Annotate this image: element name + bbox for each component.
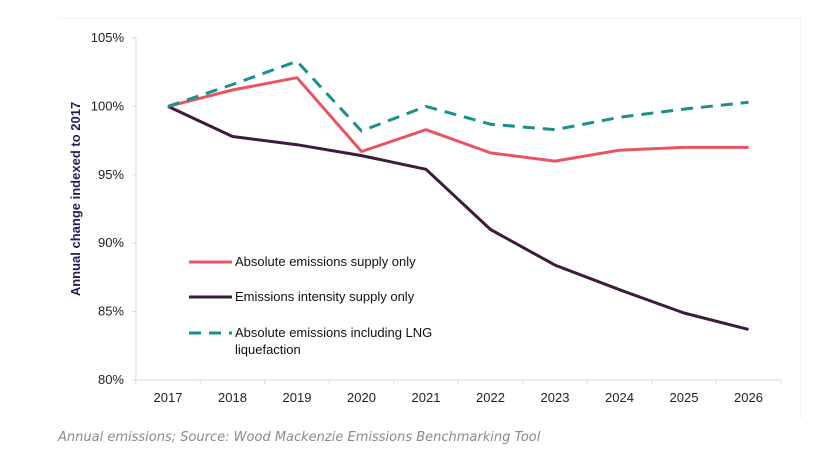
y-tick-label: 85%	[98, 304, 124, 319]
series-line-1	[167, 76, 749, 163]
y-axis-title: Annual change indexed to 2017	[68, 102, 83, 296]
x-tick-label: 2020	[347, 390, 376, 405]
chart-caption: Annual emissions; Source: Wood Mackenzie…	[58, 430, 541, 445]
y-tick-label: 90%	[98, 235, 124, 250]
x-tick-label: 2017	[154, 390, 183, 405]
x-tick-label: 2026	[734, 390, 763, 405]
x-tick-label: 2023	[541, 390, 570, 405]
x-tick-label: 2024	[605, 390, 634, 405]
series-line-3	[167, 59, 749, 133]
legend-label-3: liquefaction	[235, 342, 301, 357]
y-tick-label: 95%	[98, 167, 124, 182]
y-tick-label: 100%	[91, 98, 125, 113]
legend-label-2: Emissions intensity supply only	[235, 289, 415, 304]
legend-label-1: Absolute emissions supply only	[235, 254, 416, 269]
x-tick-label: 2021	[412, 390, 441, 405]
x-tick-label: 2019	[283, 390, 312, 405]
line-chart: 80% 85% 90% 95% 100% 105% 2017 2018 2019 2020 2021…	[68, 30, 782, 405]
x-tick-label: 2018	[218, 390, 247, 405]
legend-label-3: Absolute emissions including LNG	[235, 325, 432, 340]
y-tick-label: 105%	[91, 30, 125, 45]
y-tick-label: 80%	[98, 372, 124, 387]
chart-area: 80% 85% 90% 95% 100% 105% 2017 2018 2019 2020 2021…	[58, 18, 801, 419]
series-line-2	[167, 105, 749, 331]
x-tick-label: 2025	[670, 390, 699, 405]
x-tick-label: 2022	[476, 390, 505, 405]
